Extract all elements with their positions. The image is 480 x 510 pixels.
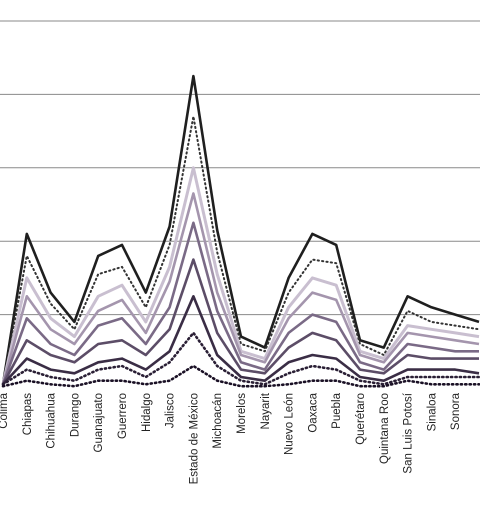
x-tick-label: Nuevo León — [284, 393, 296, 455]
x-tick-label: Quintana Roo — [379, 393, 391, 464]
series-line-5 — [1, 221, 479, 385]
x-tick-label: Nayarit — [260, 392, 272, 429]
series-line-4 — [1, 192, 480, 385]
x-tick-label: Durango — [69, 393, 81, 437]
series-layer — [1, 74, 480, 388]
series-line-3 — [1, 166, 480, 385]
series-line-7 — [2, 294, 480, 386]
x-tick-label: Hidalgo — [141, 393, 153, 432]
x-tick-label: Puebla — [331, 392, 343, 428]
x-tick-label: Chihuahua — [46, 392, 58, 448]
series-line-8 — [1, 331, 480, 386]
x-tick-label: Guanajuato — [93, 393, 105, 452]
x-tick-labels: Colima Chiapas Chihuahua Durango Guanajuato G… — [0, 392, 462, 484]
x-tick-label: Jalisco — [165, 393, 177, 428]
grid-layer — [0, 20, 480, 316]
x-tick-label: Morelos — [236, 393, 248, 434]
x-tick-label: Querétaro — [355, 393, 367, 445]
x-tick-label: Sinaloa — [426, 392, 438, 431]
series-line-2 — [2, 115, 480, 386]
x-tick-label: Estado de México — [188, 393, 200, 484]
x-tick-label: Sonora — [450, 392, 462, 430]
series-line-6 — [1, 258, 479, 385]
x-tick-label: Colima — [0, 392, 10, 428]
x-tick-label: Oaxaca — [307, 392, 319, 432]
x-tick-label: Guerrero — [117, 393, 129, 439]
x-tick-label: Michoacán — [212, 393, 224, 449]
x-tick-label: San Luis Potosí — [403, 392, 415, 473]
series-line-1 — [1, 74, 480, 385]
x-tick-label: Chiapas — [22, 393, 34, 435]
series-line-9 — [1, 364, 480, 388]
